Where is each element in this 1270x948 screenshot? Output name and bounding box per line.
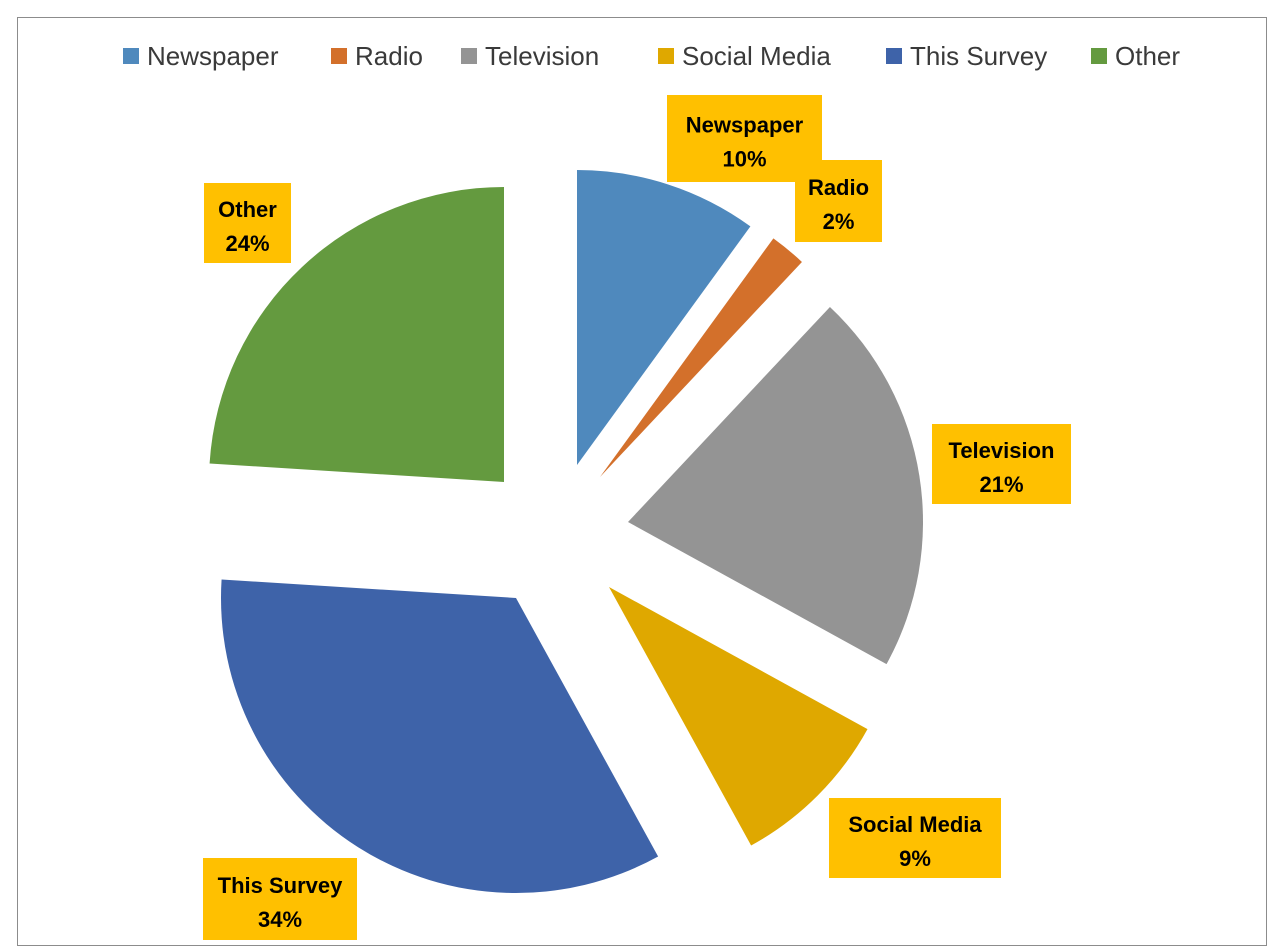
legend-item-social-media: Social Media: [658, 40, 831, 72]
legend-item-television: Television: [461, 40, 599, 72]
legend-item-this-survey: This Survey: [886, 40, 1047, 72]
data-label-box: [203, 858, 357, 940]
legend-swatch: [461, 48, 477, 64]
data-label-category: This Survey: [218, 873, 343, 898]
data-label-other: Other 24%: [204, 183, 291, 263]
pie-slice-television: [628, 306, 924, 665]
legend-label: Radio: [355, 40, 423, 71]
pie-slice-newspaper: [577, 170, 751, 465]
data-label-percent: 21%: [979, 472, 1023, 497]
data-label-television: Television 21%: [932, 424, 1071, 504]
legend-label: Newspaper: [147, 40, 279, 71]
data-label-percent: 24%: [225, 231, 269, 256]
legend-item-other: Other: [1091, 40, 1180, 72]
data-label-newspaper: Newspaper 10%: [667, 95, 822, 182]
legend-item-newspaper: Newspaper: [123, 40, 279, 72]
data-label-category: Radio: [808, 175, 869, 200]
pie-slice-radio: [600, 238, 802, 477]
data-label-category: Newspaper: [686, 113, 804, 138]
data-label-percent: 10%: [722, 147, 766, 172]
legend-item-radio: Radio: [331, 40, 423, 72]
data-label-radio: Radio 2%: [795, 160, 882, 242]
data-label-category: Social Media: [848, 812, 982, 837]
data-label-box: [795, 160, 882, 242]
legend-label: This Survey: [910, 40, 1048, 71]
legend-label: Other: [1115, 40, 1181, 71]
data-label-category: Television: [949, 438, 1055, 463]
data-label-category: Other: [218, 197, 277, 222]
legend-label: Social Media: [682, 40, 831, 71]
legend-swatch: [123, 48, 139, 64]
legend-label: Television: [485, 40, 600, 71]
legend-swatch: [331, 48, 347, 64]
data-label-box: [829, 798, 1001, 878]
data-label-box: [204, 183, 291, 263]
data-label-this-survey: This Survey 34%: [203, 858, 357, 940]
chart-legend: Newspaper Radio Television Social Media This…: [0, 0, 1270, 120]
pie-slice-social-media: [609, 587, 868, 846]
data-label-percent: 34%: [258, 907, 302, 932]
data-label-box: [932, 424, 1071, 504]
data-label-social-media: Social Media 9%: [829, 798, 1001, 878]
data-label-percent: 2%: [823, 209, 855, 234]
pie-slice-other: [209, 187, 504, 482]
pie-slice-this-survey: [220, 579, 659, 894]
legend-swatch: [658, 48, 674, 64]
data-label-percent: 9%: [899, 846, 931, 871]
legend-swatch: [886, 48, 902, 64]
legend-swatch: [1091, 48, 1107, 64]
